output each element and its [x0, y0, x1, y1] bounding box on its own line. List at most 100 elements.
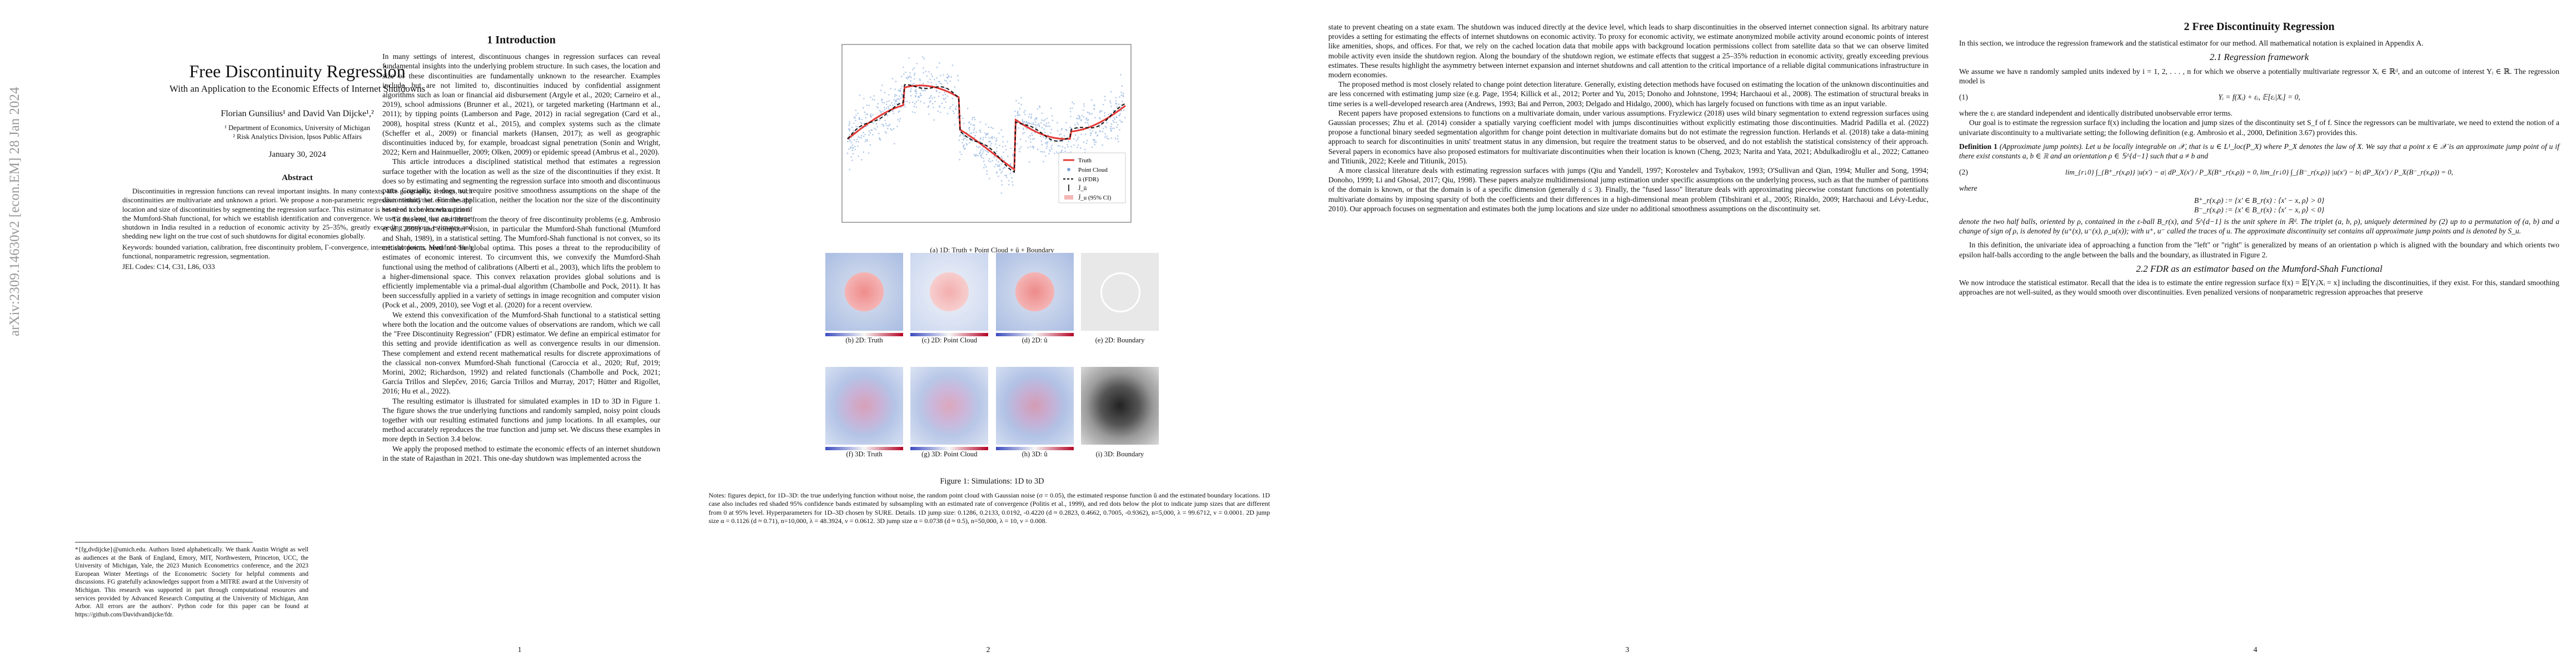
sample-point: [1026, 128, 1028, 130]
sample-point: [1098, 126, 1100, 128]
sample-point: [1083, 105, 1085, 107]
sample-point: [992, 127, 994, 130]
sample-point: [986, 133, 988, 135]
sample-point: [974, 135, 976, 137]
sample-point: [979, 131, 981, 133]
sample-point: [1028, 136, 1030, 138]
sample-point: [1032, 138, 1034, 140]
sample-point: [943, 74, 944, 76]
sample-point: [1106, 122, 1108, 123]
sample-point: [881, 98, 883, 100]
sample-point: [1029, 138, 1032, 140]
sample-point: [1083, 103, 1085, 105]
sample-point: [1052, 120, 1054, 121]
sample-point: [909, 72, 911, 74]
sample-point: [854, 117, 856, 119]
figure-1a: Truth Point Cloud û (FDR) Ĵ_û Ĵ_u (95% C…: [825, 39, 1159, 254]
sample-point: [1007, 155, 1009, 157]
sample-point: [988, 160, 990, 162]
sample-point: [879, 137, 881, 139]
sample-point: [856, 138, 858, 141]
sample-point: [976, 146, 978, 147]
sample-point: [1005, 175, 1008, 176]
sample-point: [986, 170, 988, 172]
subcaption-b: (b) 2D: Truth: [845, 336, 883, 344]
sample-point: [866, 125, 869, 127]
equation-number: (2): [1959, 168, 1968, 177]
sample-point: [1030, 113, 1033, 115]
sample-point: [1008, 183, 1010, 186]
sample-point: [855, 109, 857, 111]
sample-point: [1022, 127, 1024, 130]
sample-point: [1077, 128, 1079, 130]
sample-point: [968, 136, 969, 138]
sample-point: [1018, 102, 1020, 104]
sample-point: [943, 98, 945, 101]
sample-point: [1045, 142, 1047, 144]
volume: [995, 367, 1074, 445]
sample-point: [963, 146, 964, 148]
sample-point: [1050, 132, 1052, 134]
sample-point: [979, 155, 981, 157]
sample-point: [1095, 141, 1097, 143]
sample-point: [970, 123, 972, 125]
sample-point: [1082, 109, 1084, 111]
sample-point: [1029, 146, 1031, 148]
sample-point: [1080, 133, 1082, 135]
sample-point: [983, 161, 985, 162]
sample-point: [957, 116, 959, 118]
sample-point: [986, 151, 989, 152]
sample-point: [1116, 106, 1118, 108]
sample-point: [1115, 97, 1117, 98]
estimate-curve: [847, 84, 1126, 173]
sample-point: [990, 137, 992, 138]
sample-point: [890, 128, 891, 130]
sample-point: [861, 118, 863, 121]
sample-point: [911, 83, 914, 86]
sample-point: [974, 118, 976, 121]
sample-point: [866, 104, 868, 106]
sample-point: [1067, 146, 1069, 148]
sample-point: [1102, 131, 1104, 132]
sample-point: [894, 93, 896, 96]
sample-point: [1087, 119, 1088, 121]
paragraph: where the εᵢ are standard independent an…: [1959, 109, 2233, 118]
sample-point: [960, 115, 962, 117]
sample-point: [1040, 135, 1042, 137]
sample-point: [1033, 146, 1034, 147]
sample-point: [1115, 102, 1117, 104]
sample-point: [915, 96, 916, 98]
sample-point: [959, 151, 961, 153]
sample-point: [990, 126, 992, 128]
sample-point: [911, 111, 914, 113]
sample-point: [980, 156, 983, 158]
sample-point: [923, 58, 925, 59]
sample-point: [923, 87, 925, 88]
sample-point: [1060, 151, 1063, 153]
sample-point: [1014, 115, 1016, 117]
sample-point: [882, 110, 884, 112]
sample-point: [991, 137, 993, 140]
sample-point: [979, 130, 981, 131]
sample-point: [1105, 127, 1107, 128]
abstract-heading: Abstract: [282, 173, 313, 182]
sample-point: [863, 151, 864, 153]
sample-point: [851, 144, 854, 146]
figure-row-3d: (f) 3D: Truth (g) 3D: Point Cloud (h) 3D…: [825, 367, 1159, 472]
sample-point: [910, 80, 911, 82]
sample-point: [1089, 113, 1091, 115]
sample-point: [995, 159, 998, 161]
sample-point: [849, 168, 850, 171]
sample-point: [993, 137, 995, 138]
sample-point: [923, 102, 925, 104]
truth-curve: [847, 84, 1126, 171]
sample-point: [905, 71, 906, 73]
sample-point: [988, 158, 990, 160]
sample-point: [975, 155, 977, 157]
sample-point: [999, 168, 1001, 170]
sample-point: [899, 95, 900, 97]
definition-tail: denote the two half balls, oriented by ρ…: [1959, 217, 2559, 236]
sample-point: [896, 98, 898, 100]
sample-point: [899, 110, 900, 112]
page-4: 2 Free Discontinuity Regression In this …: [1940, 0, 2573, 667]
